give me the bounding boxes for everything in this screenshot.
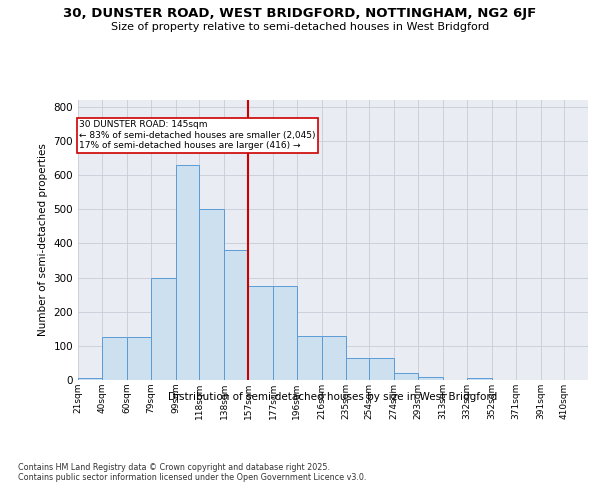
Bar [199,210,224,380]
Bar [78,378,102,380]
Bar [297,336,322,380]
Bar [273,286,297,380]
Bar [369,358,394,380]
Bar [127,338,151,380]
Bar [346,358,369,380]
Text: Size of property relative to semi-detached houses in West Bridgford: Size of property relative to semi-detach… [111,22,489,32]
Text: Distribution of semi-detached houses by size in West Bridgford: Distribution of semi-detached houses by … [169,392,497,402]
Bar [467,378,492,380]
Text: 30, DUNSTER ROAD, WEST BRIDGFORD, NOTTINGHAM, NG2 6JF: 30, DUNSTER ROAD, WEST BRIDGFORD, NOTTIN… [64,8,536,20]
Y-axis label: Number of semi-detached properties: Number of semi-detached properties [38,144,48,336]
Bar [394,373,418,380]
Text: 30 DUNSTER ROAD: 145sqm
← 83% of semi-detached houses are smaller (2,045)
17% of: 30 DUNSTER ROAD: 145sqm ← 83% of semi-de… [79,120,316,150]
Bar [248,286,273,380]
Bar [176,165,199,380]
Bar [224,250,248,380]
Bar [102,338,127,380]
Bar [151,278,176,380]
Text: Contains HM Land Registry data © Crown copyright and database right 2025.
Contai: Contains HM Land Registry data © Crown c… [18,462,367,482]
Bar [418,376,443,380]
Bar [322,336,346,380]
